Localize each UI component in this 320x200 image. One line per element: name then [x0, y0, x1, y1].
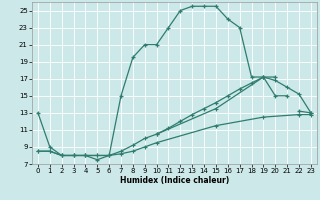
X-axis label: Humidex (Indice chaleur): Humidex (Indice chaleur)	[120, 176, 229, 185]
